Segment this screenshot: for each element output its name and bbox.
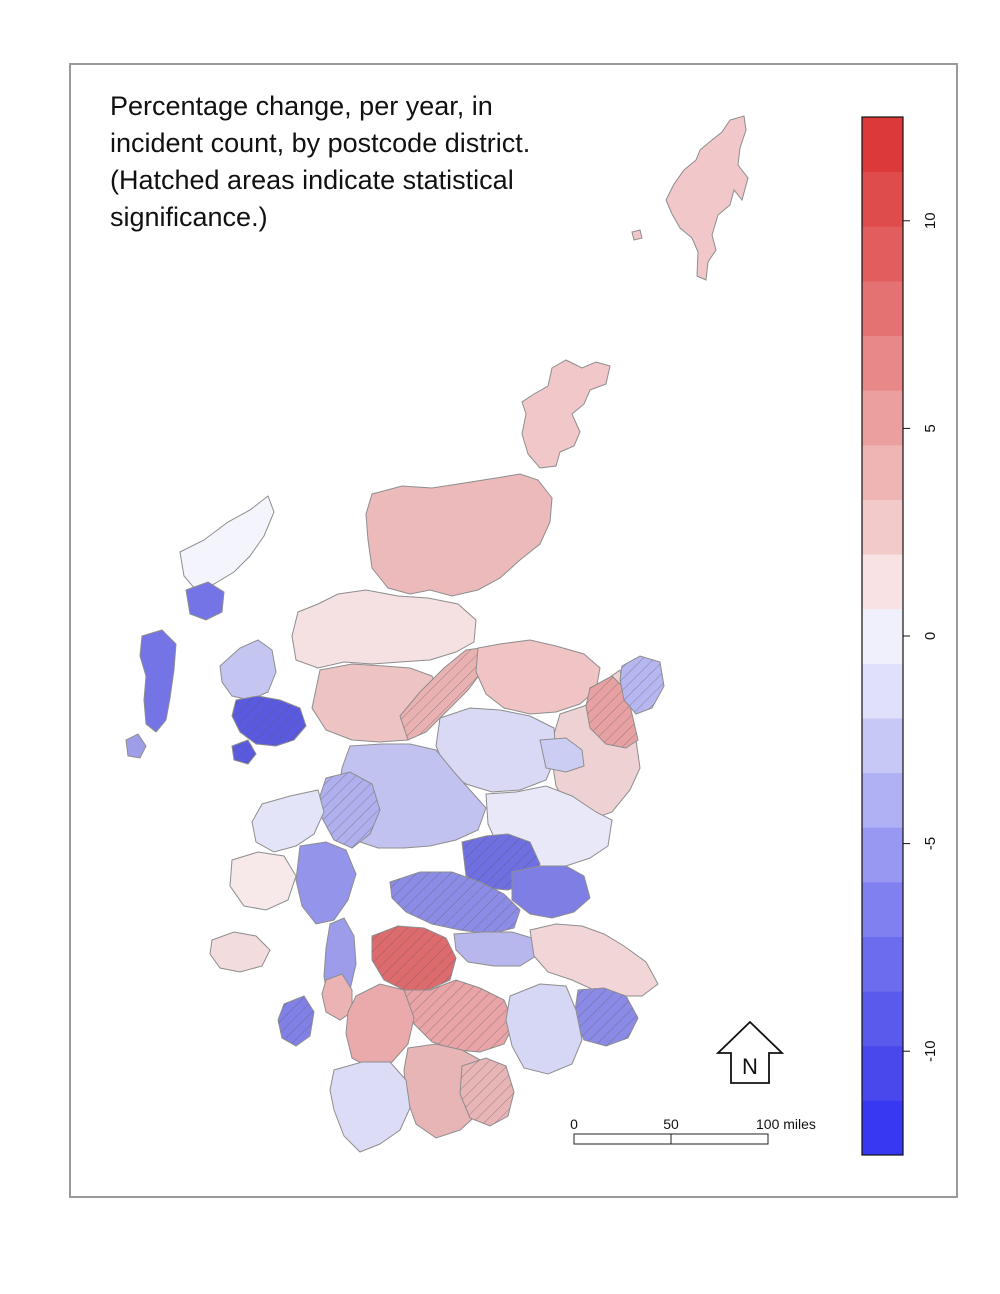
hatch-overlay [400, 648, 486, 740]
region-ayrshire[interactable] [345, 983, 415, 1069]
region-shetland[interactable] [665, 115, 749, 281]
region-borders-central[interactable] [505, 983, 583, 1075]
region-argyll-south[interactable] [295, 841, 357, 925]
region-barra[interactable] [125, 733, 147, 759]
region-edinburgh-lothian[interactable] [529, 923, 659, 997]
hatch-overlay [404, 980, 514, 1052]
legend-swatch [862, 827, 903, 883]
region-harris-south[interactable] [185, 581, 225, 621]
scale-bar: 0 50 100 miles [570, 1116, 816, 1145]
region-north-highland[interactable] [291, 589, 477, 669]
hatch-overlay [574, 988, 638, 1046]
legend-swatch [862, 1045, 903, 1101]
legend-swatch [862, 936, 903, 992]
legend-swatch [862, 117, 903, 173]
legend-swatch [862, 772, 903, 828]
legend-swatch [862, 608, 903, 664]
legend-swatch [862, 335, 903, 391]
hatch-overlay [390, 872, 520, 934]
legend-swatch [862, 717, 903, 774]
legend-swatch [862, 280, 903, 337]
region-caithness-sutherland[interactable] [365, 473, 553, 597]
region-strathspey[interactable] [539, 737, 585, 773]
legend-swatch [862, 171, 903, 227]
scale-label-100: 100 miles [756, 1116, 816, 1132]
region-western-edge[interactable] [229, 851, 297, 911]
legend-swatch [862, 1100, 903, 1156]
legend-swatch [862, 554, 903, 610]
hatch-overlay [232, 696, 306, 746]
hatch-overlay [278, 996, 314, 1046]
hatch-overlay [372, 926, 456, 990]
region-mull[interactable] [209, 931, 271, 973]
region-orkney[interactable] [521, 359, 611, 469]
legend-tick-label: 10 [922, 212, 939, 229]
scotland-map [125, 115, 749, 1153]
map-title: Percentage change, per year, in incident… [110, 91, 531, 232]
legend-swatch [862, 226, 903, 282]
scale-label-50: 50 [663, 1116, 679, 1132]
legend-swatch [862, 663, 903, 719]
legend-tick-label: 0 [922, 632, 939, 640]
legend-swatch [862, 390, 903, 446]
legend-tick-label: 5 [922, 424, 939, 432]
legend-swatch [862, 499, 903, 555]
hatch-overlay [620, 656, 664, 714]
scale-label-0: 0 [570, 1116, 578, 1132]
hatch-overlay [460, 1058, 514, 1126]
legend-swatch [862, 881, 903, 937]
region-uists[interactable] [139, 629, 177, 733]
legend-tick-label: -5 [922, 837, 939, 850]
region-fife[interactable] [511, 865, 591, 919]
legend-swatch [862, 991, 903, 1047]
region-west-lothian[interactable] [453, 931, 537, 967]
hatch-overlay [232, 740, 256, 764]
region-lewis-harris[interactable] [179, 495, 275, 591]
region-shetland-islet[interactable] [631, 229, 643, 241]
legend-tick-label: -10 [922, 1040, 939, 1062]
legend-colorbar: 10 5 0 -5 -10 [861, 116, 939, 1156]
hatch-overlay [320, 772, 380, 848]
north-arrow-label: N [742, 1054, 758, 1079]
region-galloway[interactable] [329, 1061, 411, 1153]
region-west-highland[interactable] [251, 789, 325, 853]
map-frame [69, 63, 958, 1198]
region-arran[interactable] [321, 973, 353, 1021]
north-arrow-icon: N [715, 1020, 785, 1084]
region-skye-north[interactable] [219, 639, 277, 701]
legend-swatch [862, 444, 903, 500]
region-moray[interactable] [475, 639, 601, 715]
